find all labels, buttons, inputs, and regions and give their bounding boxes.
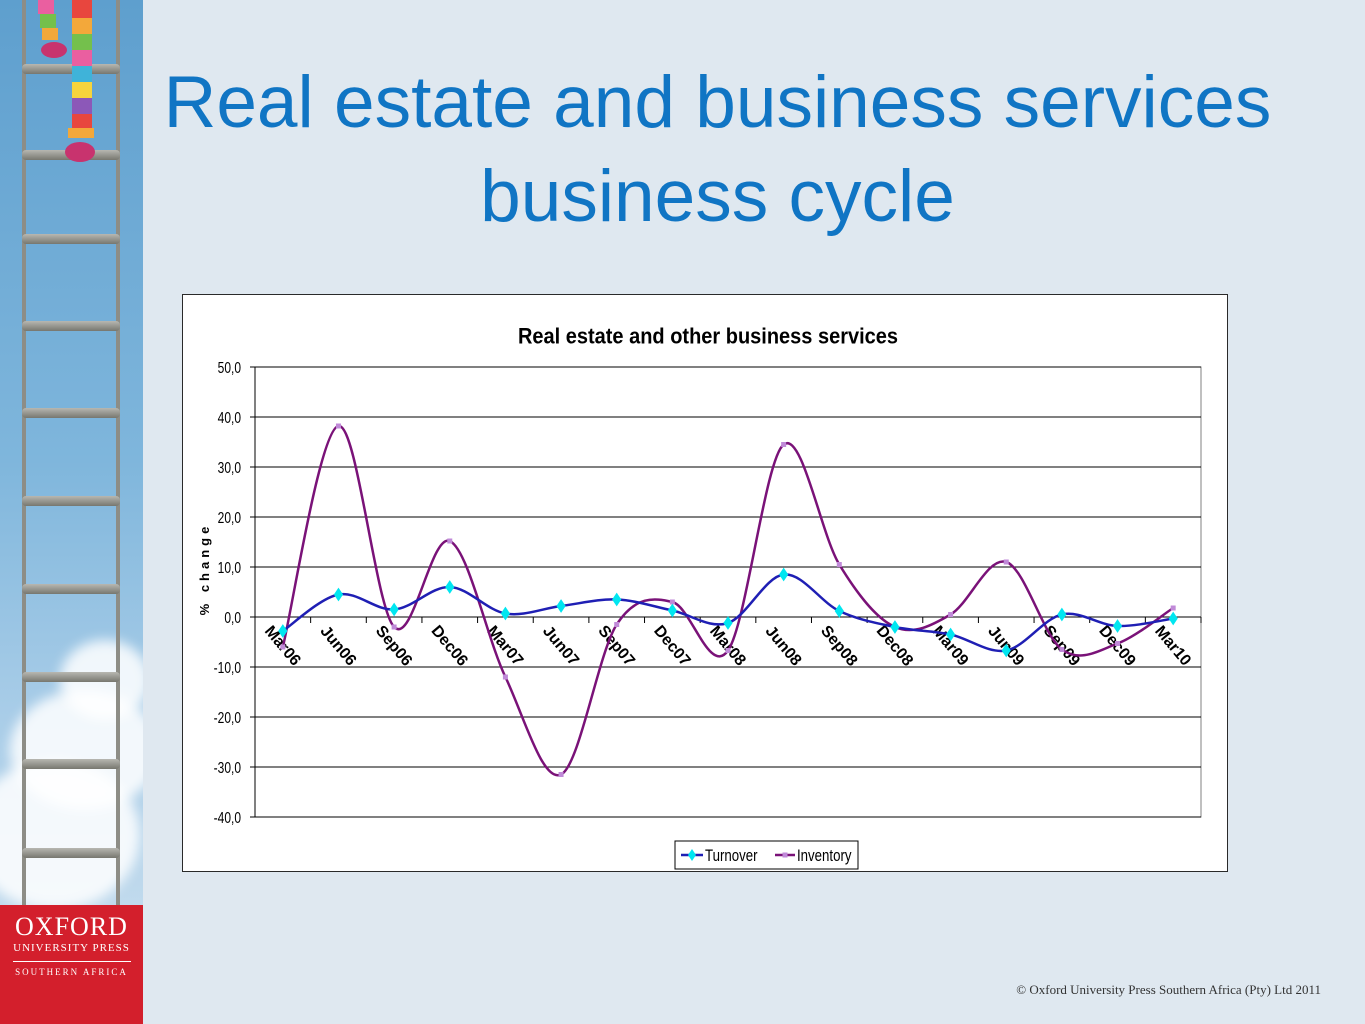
- data-point-inventory: [836, 562, 842, 567]
- data-point-inventory: [1170, 605, 1176, 611]
- data-point-inventory: [447, 538, 453, 544]
- data-point-inventory: [614, 622, 620, 627]
- y-tick-label: -40,0: [214, 808, 241, 826]
- data-point-inventory: [1003, 559, 1009, 565]
- data-point-turnover: [834, 604, 844, 618]
- data-point-turnover: [1112, 619, 1123, 633]
- y-tick-label: 50,0: [218, 358, 241, 376]
- copyright-notice: © Oxford University Press Southern Afric…: [1016, 982, 1321, 997]
- logo-divider: [12, 961, 131, 962]
- y-tick-label: -20,0: [214, 708, 241, 726]
- data-point-inventory: [558, 772, 564, 777]
- data-point-inventory: [335, 423, 341, 429]
- y-axis-label: % change: [197, 523, 212, 616]
- ladder-rung: [22, 321, 120, 331]
- data-point-turnover: [890, 620, 900, 634]
- data-point-inventory: [502, 674, 508, 680]
- ladder-rung: [22, 672, 120, 682]
- ladder-rung: [22, 64, 120, 74]
- rope-right: [116, 0, 120, 914]
- ladder-rung: [22, 848, 120, 858]
- data-point-turnover: [779, 567, 789, 582]
- data-point-turnover: [945, 627, 956, 642]
- legend-marker-turnover: [688, 849, 696, 861]
- ladder-rung: [22, 584, 120, 594]
- legend: [674, 840, 859, 870]
- data-point-inventory: [725, 648, 731, 653]
- y-tick-label: 0,0: [224, 608, 241, 626]
- legend-label-turnover: Turnover: [705, 847, 758, 866]
- ladder-rung: [22, 496, 120, 506]
- chart-container: Real estate and other business services 5…: [182, 294, 1228, 872]
- data-point-turnover: [612, 592, 622, 607]
- legend-marker-inventory: [782, 852, 788, 858]
- data-point-turnover: [1168, 611, 1178, 626]
- data-point-inventory: [669, 599, 675, 605]
- y-tick-label: 10,0: [218, 558, 241, 576]
- data-point-inventory: [280, 644, 286, 650]
- data-point-turnover: [723, 616, 733, 630]
- y-tick-label: 30,0: [218, 458, 241, 476]
- data-point-turnover: [333, 587, 344, 602]
- data-point-inventory: [1059, 647, 1065, 652]
- data-point-turnover: [1001, 643, 1011, 658]
- data-point-turnover: [389, 602, 399, 617]
- y-tick-label: 40,0: [218, 408, 241, 426]
- plot-area: [254, 366, 1202, 818]
- ladder-rung: [22, 408, 120, 418]
- data-point-inventory: [1115, 641, 1121, 646]
- sidebar-decoration: OXFORD UNIVERSITY PRESS SOUTHERN AFRICA: [0, 0, 143, 1024]
- ladder-rung: [22, 234, 120, 244]
- data-point-inventory: [948, 612, 954, 617]
- oxford-logo: OXFORD UNIVERSITY PRESS SOUTHERN AFRICA: [0, 905, 143, 1024]
- data-point-turnover: [556, 599, 566, 613]
- striped-legs-illustration: [38, 0, 95, 162]
- data-point-turnover: [500, 606, 511, 621]
- y-tick-label: -30,0: [214, 758, 241, 776]
- logo-line-1: OXFORD: [15, 912, 128, 941]
- data-point-inventory: [781, 442, 787, 447]
- line-chart: Real estate and other business services 5…: [197, 325, 1202, 870]
- data-point-turnover: [667, 603, 677, 618]
- rope-left: [22, 0, 26, 914]
- data-point-turnover: [278, 624, 288, 638]
- data-point-turnover: [1057, 607, 1067, 622]
- ladder-rung: [22, 759, 120, 769]
- chart-title: Real estate and other business services: [518, 325, 898, 349]
- logo-line-2: UNIVERSITY PRESS: [13, 942, 130, 954]
- y-tick-label: -10,0: [214, 658, 241, 676]
- y-tick-label: 20,0: [218, 508, 241, 526]
- data-point-inventory: [391, 624, 397, 630]
- logo-line-3: SOUTHERN AFRICA: [15, 967, 128, 977]
- slide-title: Real estate and business services busine…: [163, 62, 1272, 237]
- legend-label-inventory: Inventory: [797, 847, 852, 866]
- data-point-turnover: [445, 580, 455, 594]
